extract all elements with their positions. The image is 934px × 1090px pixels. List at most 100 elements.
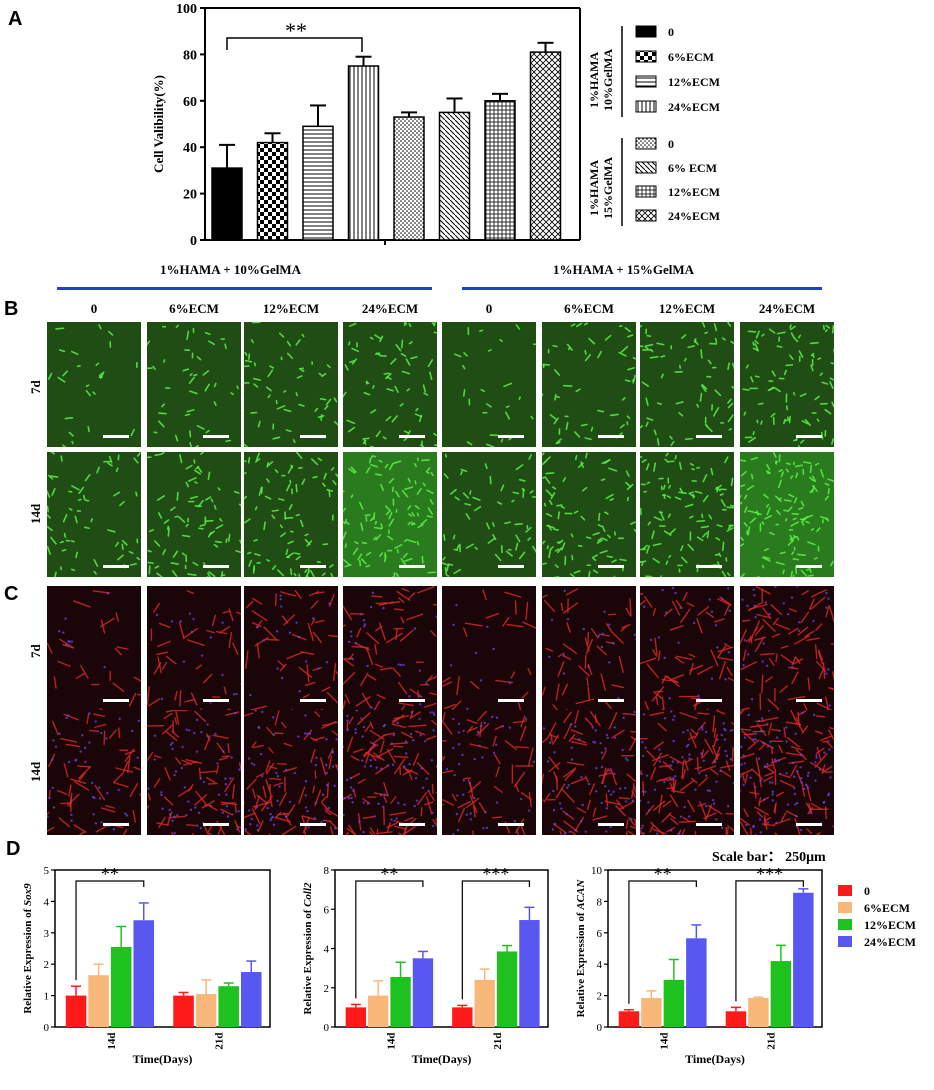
bar xyxy=(110,946,132,1027)
cell xyxy=(814,462,820,466)
actin-fiber xyxy=(767,722,773,736)
cell xyxy=(373,536,377,541)
actin-fiber xyxy=(510,671,516,679)
nucleus xyxy=(226,815,230,818)
cell xyxy=(185,464,193,470)
nucleus xyxy=(419,703,422,706)
actin-fiber xyxy=(696,617,703,634)
actin-fiber xyxy=(148,698,161,707)
cell xyxy=(640,455,643,459)
cell xyxy=(253,362,257,367)
significance-bracket xyxy=(355,880,424,999)
nucleus xyxy=(100,731,103,735)
nucleus xyxy=(469,818,473,821)
actin-fiber xyxy=(321,721,338,727)
actin-fiber xyxy=(115,612,119,622)
actin-fiber xyxy=(640,657,657,665)
actin-fiber xyxy=(331,730,338,737)
cell xyxy=(396,548,399,554)
nucleus xyxy=(550,618,554,621)
nucleus xyxy=(601,632,604,636)
actin-fiber xyxy=(740,629,747,645)
nucleus xyxy=(190,630,194,634)
actin-fiber xyxy=(726,825,729,835)
actin-fiber xyxy=(373,752,385,761)
actin-fiber xyxy=(555,783,566,799)
actin-fiber xyxy=(719,769,731,778)
nucleus xyxy=(609,825,612,829)
actin-fiber xyxy=(794,635,810,645)
actin-fiber xyxy=(47,811,50,816)
actin-fiber xyxy=(251,741,257,748)
actin-fiber xyxy=(744,773,748,784)
cell xyxy=(577,462,584,469)
nucleus xyxy=(763,765,767,769)
nucleus xyxy=(698,771,701,775)
actin-fiber xyxy=(679,712,698,720)
actin-fiber xyxy=(640,599,646,606)
column-header: 6%ECM xyxy=(169,301,219,316)
nucleus xyxy=(303,732,307,735)
nucleus xyxy=(800,781,803,784)
nucleus xyxy=(612,642,615,645)
actin-fiber xyxy=(215,765,219,774)
cell xyxy=(518,478,526,482)
nucleus xyxy=(605,733,609,737)
actin-fiber xyxy=(762,607,772,619)
actin-fiber xyxy=(712,715,716,733)
actin-fiber xyxy=(748,626,758,644)
actin-fiber xyxy=(669,756,683,764)
cell xyxy=(701,513,704,519)
microscopy-texture xyxy=(442,322,536,447)
cell xyxy=(374,473,383,476)
bar xyxy=(793,892,814,1027)
cell xyxy=(197,499,204,508)
cell xyxy=(716,524,723,528)
nucleus xyxy=(236,828,239,831)
cell xyxy=(708,514,713,520)
cell xyxy=(186,409,195,413)
cell xyxy=(442,556,446,561)
actin-fiber xyxy=(273,782,284,787)
cell xyxy=(189,373,193,377)
cell xyxy=(153,431,158,434)
cell xyxy=(156,572,163,577)
actin-fiber xyxy=(625,819,629,829)
actin-fiber xyxy=(464,622,483,627)
nucleus xyxy=(719,769,722,773)
cell xyxy=(363,439,367,445)
cell xyxy=(128,550,134,555)
nucleus xyxy=(445,767,449,771)
legend-label: 6%ECM xyxy=(668,50,714,64)
actin-fiber xyxy=(670,790,685,794)
cell xyxy=(810,364,814,372)
nucleus xyxy=(724,678,727,681)
nucleus xyxy=(343,796,346,800)
actin-fiber xyxy=(630,736,636,741)
nucleus xyxy=(349,630,353,633)
nucleus xyxy=(468,781,471,785)
scale-bar xyxy=(498,435,524,438)
actin-fiber xyxy=(465,797,480,809)
nucleus xyxy=(785,740,788,743)
cell xyxy=(646,481,651,485)
nucleus xyxy=(793,792,797,796)
cell xyxy=(266,558,271,562)
actin-fiber xyxy=(375,764,390,775)
actin-fiber xyxy=(740,661,757,671)
actin-fiber xyxy=(670,818,679,825)
nucleus xyxy=(704,730,708,734)
nucleus xyxy=(51,786,55,790)
nucleus xyxy=(642,713,646,716)
cell xyxy=(47,490,51,498)
actin-fiber xyxy=(244,812,256,819)
cell xyxy=(641,562,644,567)
scale-bar xyxy=(103,823,129,826)
nucleus xyxy=(402,663,405,667)
cell xyxy=(789,324,792,329)
cell xyxy=(385,511,390,516)
cell xyxy=(75,551,78,559)
actin-fiber xyxy=(517,701,522,711)
nucleus xyxy=(88,741,91,744)
cell xyxy=(361,541,368,545)
